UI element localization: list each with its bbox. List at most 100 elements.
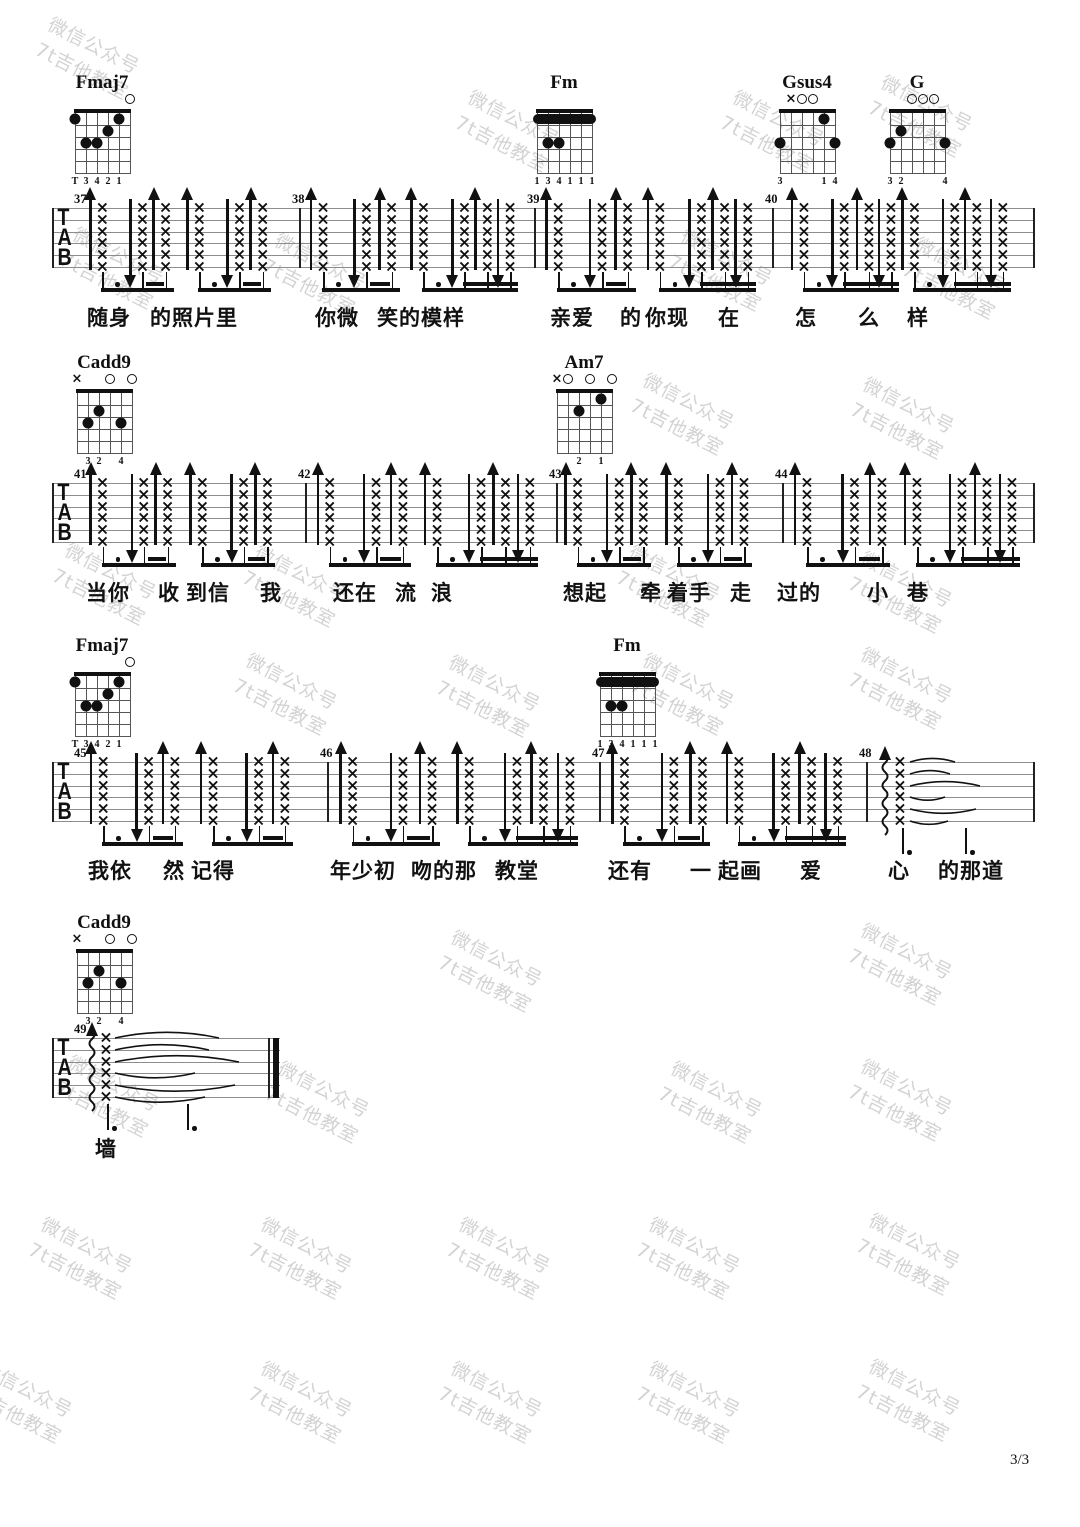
muted-strum-x: ×: [996, 256, 1010, 276]
muted-strum-x: ×: [551, 244, 565, 264]
strum-up-arrowhead: [84, 187, 97, 200]
strum-down-arrow: [772, 753, 775, 829]
strum-up-arrow: [309, 200, 313, 270]
let-ring-arc: [114, 1031, 220, 1039]
rhythm-beam: [737, 842, 846, 846]
muted-strum-x: ×: [595, 244, 609, 264]
muted-strum-x: ×: [713, 495, 727, 515]
muted-strum-x: ×: [907, 232, 922, 252]
muted-strum-x: ×: [695, 786, 710, 806]
strum-up-arrowhead: [896, 187, 909, 200]
muted-strum-x: ×: [369, 495, 383, 515]
muted-strum-x: ×: [947, 232, 962, 252]
muted-strum-x: ×: [168, 751, 182, 771]
chord-fret-line: [557, 429, 613, 430]
muted-strum-x: ×: [980, 507, 994, 527]
chord-finger-dot: [115, 977, 127, 989]
muted-strum-x: ×: [653, 197, 667, 217]
muted-strum-x: ×: [830, 810, 845, 830]
muted-strum-x: ×: [160, 519, 175, 539]
muted-strum-x: ×: [620, 256, 635, 276]
strum-up-arrow: [689, 754, 692, 824]
chord-fret-line: [890, 161, 946, 162]
chord-finger-dot: [80, 700, 92, 712]
muted-strum-x: ×: [671, 484, 685, 504]
tab-clef-letter: A: [57, 224, 72, 251]
muted-strum-x: ×: [260, 495, 275, 515]
strum-up-arrowhead: [899, 462, 911, 475]
muted-strum-x: ×: [778, 810, 793, 830]
open-string-marker: [797, 94, 807, 104]
muted-strum-x: ×: [740, 197, 755, 217]
rhythm-beam: [576, 563, 652, 567]
muted-strum-x: ×: [160, 484, 175, 504]
chord-string-line: [110, 393, 111, 453]
chord-finger-dot: [102, 688, 114, 700]
muted-strum-x: ×: [612, 472, 626, 492]
muted-strum-x: ×: [800, 519, 814, 539]
muted-strum-x: ×: [255, 256, 270, 276]
rhythm-beam: [101, 563, 176, 567]
chord-nut: [74, 672, 131, 676]
rhythm-tick: [391, 272, 394, 291]
muted-strum-x: ×: [396, 763, 410, 783]
chord-fret-line: [77, 429, 133, 430]
chord-name: Gsus4: [782, 72, 832, 93]
chord-name: Am7: [564, 352, 604, 373]
muted-strum-x: ×: [620, 197, 635, 217]
chord-fret-line: [557, 453, 613, 454]
muted-strum-x: ×: [667, 810, 681, 830]
strum-down-arrow: [451, 199, 454, 275]
strum-up-arrow: [152, 200, 155, 270]
chord-string-line: [537, 113, 538, 173]
muted-strum-x: ×: [800, 495, 814, 515]
strum-up-arrow: [89, 475, 92, 545]
staff-line: [52, 255, 1035, 257]
strum-down-arrowhead: [601, 550, 614, 563]
rhythm-tick: [719, 547, 722, 566]
muted-strum-x: ×: [430, 531, 444, 551]
strum-up-arrowhead: [85, 741, 98, 754]
lyric-text: 流: [395, 581, 417, 605]
lyric-text: 随身: [87, 306, 131, 330]
muted-strum-x: ×: [980, 484, 994, 504]
rhythm-tick: [659, 272, 662, 291]
chord-finger-dot: [82, 417, 94, 429]
chord-finger-dot: [616, 700, 628, 712]
chord-finger-dot: [895, 125, 907, 137]
chord-finger-number: 1: [597, 739, 603, 750]
muted-strum-x: ×: [980, 495, 994, 515]
chord-finger-number: 1: [116, 739, 122, 750]
lyric-text: 然: [163, 859, 185, 883]
chord-nut: [599, 672, 656, 676]
lyric-text: 起画: [718, 859, 762, 883]
staff-line: [52, 1049, 280, 1051]
muted-strum-x: ×: [910, 484, 924, 504]
muted-strum-x: ×: [168, 763, 182, 783]
chord-finger-number: 1: [116, 176, 122, 187]
rhythm-beam: [422, 288, 519, 292]
rhythm-sixteenth-dash: [370, 282, 390, 286]
chord-string-line: [934, 113, 935, 173]
strum-up-arrow: [254, 475, 257, 545]
lyric-text: 笑的模样: [377, 306, 465, 330]
measure-number: 46: [320, 746, 333, 760]
muted-strum-x: ×: [425, 751, 439, 771]
muted-strum-x: ×: [99, 1039, 113, 1059]
muted-strum-x: ×: [910, 531, 924, 551]
staff-line: [52, 494, 1035, 496]
strum-up-arrow: [378, 200, 381, 270]
muted-strum-x: ×: [970, 220, 984, 240]
muted-strum-x: ×: [612, 531, 626, 551]
muted-strum-x: ×: [884, 197, 898, 217]
staff-left-bar: [52, 1038, 54, 1098]
chord-fret-line: [77, 1001, 133, 1002]
rhythm-tick: [402, 547, 405, 566]
rhythm-beam: [468, 842, 578, 846]
muted-strum-x: ×: [137, 507, 151, 527]
strum-up-arrowhead: [184, 462, 197, 475]
rhythm-tick: [987, 547, 989, 566]
chord-fret-line: [780, 149, 836, 150]
muted-strum-x: ×: [847, 531, 862, 551]
